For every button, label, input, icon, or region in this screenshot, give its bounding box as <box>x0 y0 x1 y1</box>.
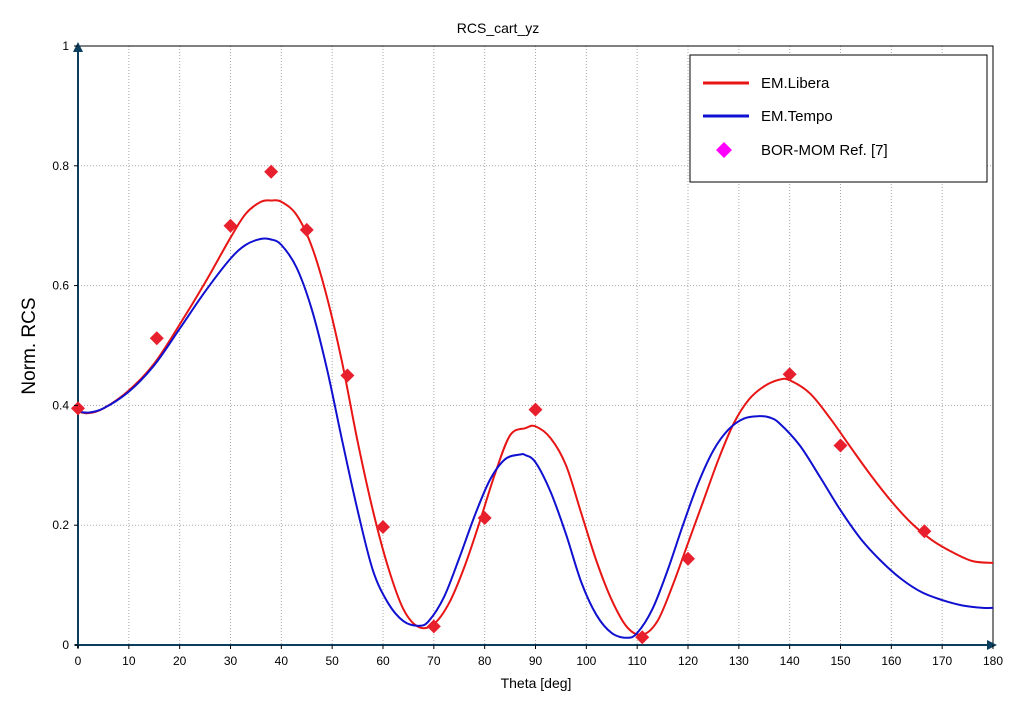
legend-label-bor-mom: BOR-MOM Ref. [7] <box>761 142 888 159</box>
x-tick-label: 130 <box>729 654 749 668</box>
y-tick-label: 0 <box>62 638 69 652</box>
y-tick-label: 0.6 <box>52 279 69 293</box>
data-point-bor-mom-ref-7 <box>681 551 695 566</box>
x-tick-label: 150 <box>830 654 850 668</box>
x-axis-title: Theta [deg] <box>501 675 572 691</box>
y-tick-label: 1 <box>62 39 69 53</box>
y-tick-label: 0.8 <box>52 159 69 173</box>
x-tick-label: 80 <box>478 654 492 668</box>
data-point-bor-mom-ref-7 <box>340 368 355 383</box>
legend-box <box>689 54 988 183</box>
x-tick-label: 90 <box>529 654 543 668</box>
x-tick-label: 10 <box>122 654 136 668</box>
legend: EM.Libera EM.Tempo BOR-MOM Ref. [7] <box>689 54 988 183</box>
legend-marker-bor-mom <box>716 142 732 158</box>
data-point-bor-mom-ref-7 <box>149 331 164 346</box>
data-point-bor-mom-ref-7 <box>376 519 390 534</box>
legend-label-em-tempo: EM.Tempo <box>761 108 833 125</box>
data-series <box>71 164 994 645</box>
data-point-bor-mom-ref-7 <box>264 164 279 179</box>
y-tick-label: 0.4 <box>52 398 69 412</box>
chart-title: RCS_cart_yz <box>457 20 539 36</box>
x-axis-arrow <box>987 640 997 650</box>
tick-labels: 0 10 20 30 40 50 60 70 80 90 100 110 120 130 140 150 160… <box>52 39 1003 668</box>
data-point-bor-mom-ref-7 <box>477 511 492 526</box>
data-point-bor-mom-ref-7 <box>917 524 932 539</box>
y-tick-label: 0.2 <box>52 518 69 532</box>
x-tick-label: 180 <box>983 654 1003 668</box>
data-point-bor-mom-ref-7 <box>528 402 543 417</box>
x-tick-label: 40 <box>275 654 289 668</box>
x-tick-label: 160 <box>881 654 901 668</box>
x-tick-label: 120 <box>678 654 698 668</box>
series-line-em-libera <box>77 199 994 637</box>
data-point-bor-mom-ref-7 <box>635 630 650 645</box>
x-tick-label: 60 <box>376 654 390 668</box>
x-tick-label: 170 <box>932 654 952 668</box>
data-point-bor-mom-ref-7 <box>833 438 848 453</box>
y-axis-title: Norm. RCS <box>19 297 40 394</box>
series-line-em-tempo <box>77 237 994 639</box>
data-point-bor-mom-ref-7 <box>782 367 797 382</box>
data-point-bor-mom-ref-7 <box>426 619 441 634</box>
x-tick-label: 0 <box>75 654 82 668</box>
x-tick-label: 20 <box>173 654 187 668</box>
y-axis-arrow <box>73 42 83 52</box>
x-tick-label: 30 <box>224 654 238 668</box>
x-tick-label: 140 <box>780 654 800 668</box>
data-point-bor-mom-ref-7 <box>223 218 238 233</box>
data-point-bor-mom-ref-7 <box>71 401 85 416</box>
x-tick-label: 110 <box>628 654 647 668</box>
x-tick-label: 100 <box>576 654 596 668</box>
x-tick-label: 70 <box>427 654 441 668</box>
x-tick-label: 50 <box>325 654 339 668</box>
legend-label-em-libera: EM.Libera <box>761 75 830 92</box>
data-point-bor-mom-ref-7 <box>299 222 314 237</box>
